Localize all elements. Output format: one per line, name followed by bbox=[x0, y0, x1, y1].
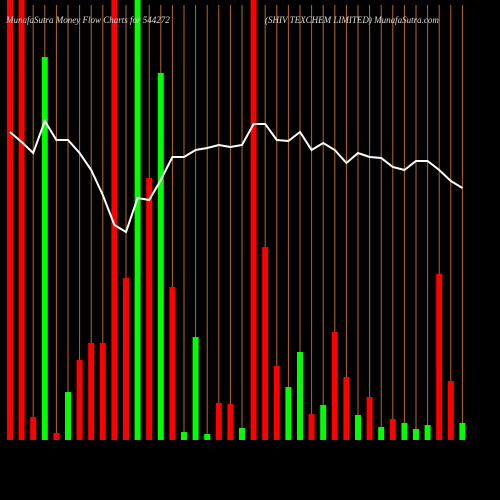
bar bbox=[123, 278, 129, 440]
bar bbox=[76, 360, 83, 440]
bar bbox=[459, 423, 466, 440]
bar bbox=[424, 425, 431, 440]
bar bbox=[7, 0, 13, 440]
bar bbox=[111, 0, 118, 440]
bar bbox=[169, 287, 176, 440]
bar bbox=[157, 73, 164, 440]
bar bbox=[262, 247, 269, 440]
bar bbox=[65, 392, 71, 440]
bar bbox=[41, 57, 48, 440]
bar bbox=[53, 433, 60, 440]
bar bbox=[273, 366, 280, 440]
bar bbox=[134, 0, 141, 440]
bar bbox=[320, 405, 327, 440]
bar bbox=[343, 377, 350, 440]
bar bbox=[215, 403, 222, 440]
bar bbox=[204, 434, 211, 440]
bar bbox=[308, 414, 315, 440]
bar bbox=[88, 343, 95, 440]
bar bbox=[30, 417, 37, 440]
chart-subtitle: (SHIV TEXCHEM LIMITED) MunafaSutra.com bbox=[265, 15, 439, 25]
bar bbox=[192, 337, 199, 440]
bar bbox=[401, 423, 408, 440]
bar bbox=[99, 343, 106, 440]
bar bbox=[297, 352, 303, 440]
chart-title: MunafaSutra Money Flow Charts for 544272 bbox=[5, 15, 170, 25]
bar bbox=[18, 0, 25, 440]
bar bbox=[447, 381, 454, 440]
bar bbox=[285, 387, 292, 440]
bar bbox=[331, 332, 338, 440]
bar bbox=[436, 274, 443, 440]
bar bbox=[355, 415, 361, 440]
flow-line bbox=[9, 118, 463, 234]
bar bbox=[181, 432, 187, 440]
bar bbox=[146, 178, 153, 440]
bar bbox=[389, 419, 396, 440]
bar bbox=[366, 397, 373, 440]
bar bbox=[250, 0, 257, 440]
bar bbox=[227, 404, 234, 440]
bar bbox=[239, 428, 245, 440]
bar bbox=[413, 429, 419, 440]
bar bbox=[378, 427, 385, 440]
